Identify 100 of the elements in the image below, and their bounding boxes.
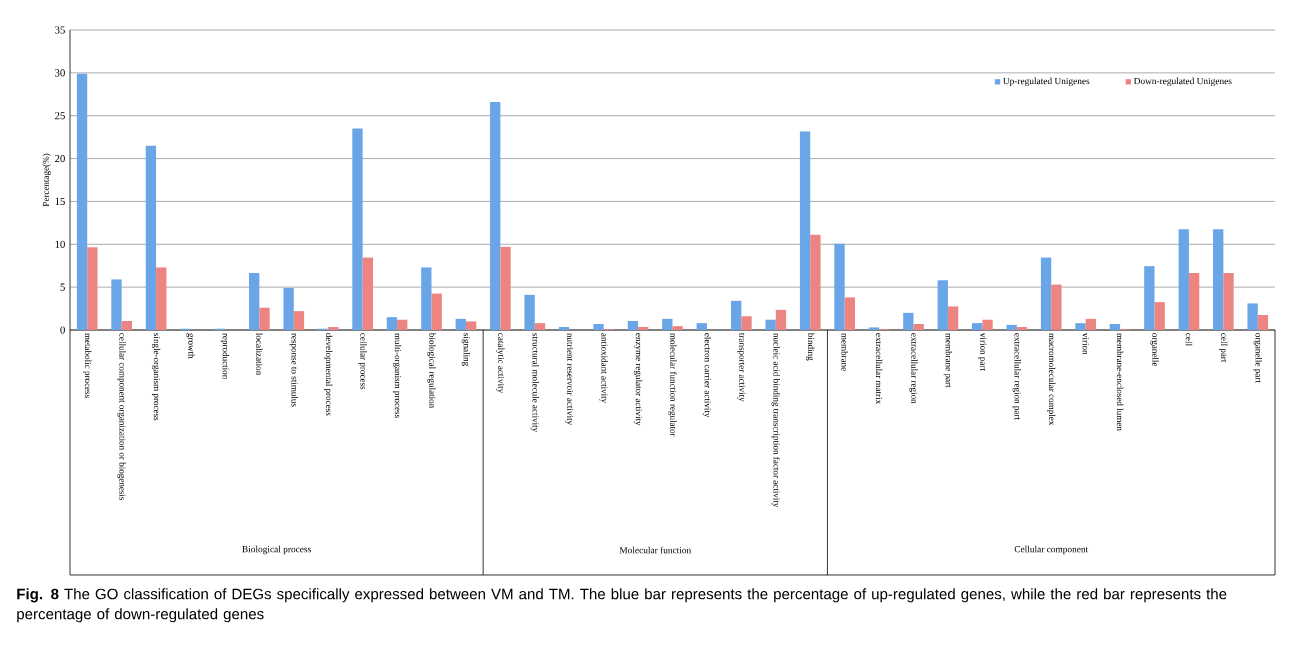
x-tick-label: membrane-enclosed lumen <box>1116 333 1124 431</box>
bar <box>696 323 707 330</box>
bar <box>1257 315 1269 330</box>
bar <box>283 288 294 330</box>
x-tick-label: transporter activity <box>737 333 746 402</box>
bar <box>259 307 270 330</box>
x-tick-label: developmental process <box>324 333 333 416</box>
bar <box>76 73 88 330</box>
x-tick-label: catalytic activity <box>496 333 505 394</box>
x-tick-label: enzyme regulator activity <box>633 333 643 426</box>
legend-label: Up-regulated Unigenes <box>1003 77 1090 87</box>
bar <box>799 131 811 330</box>
bar <box>903 312 914 330</box>
x-tick-label: membrane <box>841 333 848 371</box>
bar <box>765 319 776 330</box>
x-tick-label: molecular function regulator <box>668 333 677 437</box>
bar <box>465 321 477 330</box>
bar <box>524 294 535 330</box>
bar <box>1085 318 1096 330</box>
bar <box>121 321 132 330</box>
x-tick-label: nutrient reservoir activity <box>565 333 574 426</box>
bar <box>145 145 157 330</box>
x-tick-label: virion <box>1082 332 1089 355</box>
legend-label: Down-regulated Unigenes <box>1133 77 1232 87</box>
x-tick-label: extracellular region part <box>1012 333 1021 420</box>
bar <box>431 293 442 330</box>
y-tick-label: 10 <box>55 240 65 248</box>
bar <box>1213 229 1224 330</box>
bar <box>868 327 880 330</box>
bar <box>111 279 122 330</box>
x-tick-label: virion part <box>978 332 987 371</box>
bar <box>593 324 604 330</box>
bar <box>1075 323 1086 330</box>
bar <box>1144 266 1155 330</box>
x-tick-label: single-organism process <box>151 333 161 421</box>
y-tick-label: 35 <box>55 26 65 34</box>
bar <box>1247 303 1258 330</box>
bar <box>455 318 466 330</box>
x-tick-label: extracellular matrix <box>875 333 883 405</box>
x-tick-label: metabolic process <box>83 333 92 398</box>
bar <box>731 300 742 330</box>
bar <box>500 246 511 330</box>
bar <box>1223 273 1234 330</box>
bar <box>982 319 993 330</box>
y-axis-title: Percentage(%) <box>42 153 51 207</box>
x-tick-label: structural molecule activity <box>530 333 539 433</box>
bar <box>490 102 501 330</box>
x-tick-label: binding <box>806 332 815 361</box>
bar <box>1178 229 1189 330</box>
text: Fig. 8 The GO classification of DEGs specifically expressed between VM and TM. The blue bar represents the percentage of up-regulated genes, while the red bar represents the percentage of down-regulated genes <box>17 588 1227 623</box>
y-tick-label: 25 <box>55 112 65 120</box>
x-tick-label: electron carrier activity <box>702 333 712 418</box>
x-tick-label: cellular process <box>358 333 367 390</box>
bar <box>156 267 167 330</box>
text: Biological process <box>242 545 311 555</box>
x-tick-label: macromolecular complex <box>1047 333 1056 426</box>
bar <box>352 128 363 330</box>
bar <box>1040 257 1052 330</box>
bar <box>947 306 959 330</box>
bar <box>741 316 752 330</box>
bar <box>1051 284 1062 330</box>
x-tick-label: organelle <box>1150 333 1159 367</box>
x-tick-label: signaling <box>461 333 471 367</box>
y-tick-label: 0 <box>60 326 65 334</box>
bar <box>913 324 924 330</box>
bar <box>662 318 673 330</box>
bar <box>672 326 683 330</box>
bar <box>775 309 787 330</box>
y-tick-label: 30 <box>55 69 65 77</box>
x-tick-label: antioxidant activity <box>599 333 608 404</box>
text: Molecular function <box>619 546 692 554</box>
bar <box>834 243 845 330</box>
x-tick-label: response to stimulus <box>289 333 298 407</box>
bar <box>1154 302 1165 330</box>
x-tick-label: growth <box>186 333 195 359</box>
bar <box>558 327 570 330</box>
bar <box>810 234 821 330</box>
bar <box>87 247 98 330</box>
x-tick-label: extracellular region <box>909 333 918 404</box>
x-tick-label: reproduction <box>220 333 230 380</box>
bar <box>638 327 649 330</box>
y-tick-label: 5 <box>60 283 65 291</box>
x-tick-label: biological regulation <box>427 332 436 409</box>
x-tick-label: cell part <box>1219 333 1228 363</box>
bar <box>1188 273 1200 330</box>
x-tick-label: organelle part <box>1253 333 1262 383</box>
bar <box>627 321 639 330</box>
bar <box>362 257 373 330</box>
x-tick-label: membrane part <box>943 333 953 388</box>
x-tick-label: cellular component organization or biogenesis <box>117 333 126 501</box>
x-tick-label: multi-organism process <box>392 333 402 418</box>
x-tick-label: cell <box>1185 333 1193 346</box>
bar <box>534 323 546 330</box>
bar <box>844 297 855 330</box>
bar <box>1016 327 1028 330</box>
bar <box>1109 324 1121 330</box>
y-tick-label: 20 <box>55 154 65 163</box>
x-tick-label: localization <box>256 333 263 376</box>
bar <box>293 311 305 330</box>
bar <box>328 327 339 330</box>
